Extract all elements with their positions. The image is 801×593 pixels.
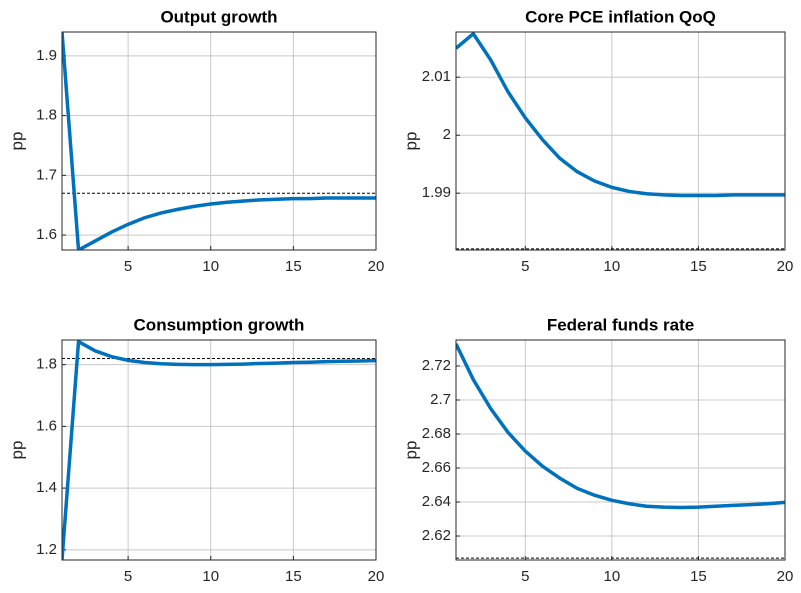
x-tick-label: 5: [124, 258, 132, 275]
y-tick-label: 1.8: [36, 107, 57, 124]
x-tick-label: 20: [368, 568, 385, 585]
data-line: [456, 32, 785, 198]
x-tick-label: 20: [777, 568, 794, 585]
subplot: 5 10 15 20 1.2 1.4 1.6 1.8 Consumption growth pp: [7, 315, 384, 584]
chart-title: Core PCE inflation QoQ: [525, 7, 716, 26]
y-tick-label: 1.4: [36, 479, 57, 496]
x-tick-label: 5: [124, 568, 132, 585]
x-tick-label: 15: [285, 258, 302, 275]
y-tick-label: 1.9: [36, 47, 57, 64]
series-group: [456, 32, 785, 198]
chart-title: Federal funds rate: [547, 315, 694, 334]
subplot: 5 10 15 20 1.99 2 2.01 Core PCE inflation QoQ pp: [401, 7, 793, 274]
y-tick-label: 2.68: [422, 425, 451, 442]
plot-area: [456, 340, 785, 560]
y-tick-label: 2.62: [422, 527, 451, 544]
x-tick-label: 10: [603, 568, 620, 585]
subplot: 5 10 15 20 2.62 2.64 2.66 2.68 2.7 2.72 Federal fu…: [401, 315, 793, 584]
x-tick-label: 10: [603, 258, 620, 275]
x-tick-label: 10: [202, 568, 219, 585]
series-group: [456, 343, 785, 510]
plot-area: [62, 32, 376, 250]
y-tick-label: 2.01: [422, 68, 451, 85]
x-tick-label: 15: [285, 568, 302, 585]
y-tick-label: 1.6: [36, 417, 57, 434]
x-tick-label: 5: [521, 568, 529, 585]
x-tick-label: 15: [690, 568, 707, 585]
plot-area: [62, 340, 376, 560]
axes-box: [455, 339, 786, 561]
y-tick-label: 1.7: [36, 166, 57, 183]
y-tick-label: 2.7: [430, 391, 451, 408]
y-tick-label: 2: [443, 126, 451, 143]
data-line: [62, 340, 376, 560]
data-line: [456, 343, 785, 510]
y-axis-label: pp: [7, 132, 26, 151]
axes-box: [455, 31, 786, 251]
x-tick-label: 10: [202, 258, 219, 275]
y-tick-label: 2.64: [422, 493, 451, 510]
data-line: [62, 32, 376, 250]
chart-title: Consumption growth: [134, 315, 305, 334]
x-tick-label: 20: [777, 258, 794, 275]
y-tick-label: 1.99: [422, 184, 451, 201]
y-tick-label: 1.6: [36, 226, 57, 243]
y-axis-label: pp: [401, 132, 420, 151]
y-tick-label: 2.66: [422, 459, 451, 476]
y-tick-label: 1.2: [36, 541, 57, 558]
axes-box: [61, 339, 377, 561]
chart-title: Output growth: [160, 7, 277, 26]
x-tick-label: 15: [690, 258, 707, 275]
y-axis-label: pp: [401, 441, 420, 460]
series-group: [62, 32, 376, 250]
x-tick-label: 20: [368, 258, 385, 275]
y-tick-label: 2.72: [422, 357, 451, 374]
y-axis-label: pp: [7, 441, 26, 460]
axes-box: [61, 31, 377, 251]
y-tick-label: 1.8: [36, 356, 57, 373]
subplot: 5 10 15 20 1.6 1.7 1.8 1.9 Output growth pp: [7, 7, 384, 274]
x-tick-label: 5: [521, 258, 529, 275]
plot-area: [456, 32, 785, 250]
series-group: [62, 340, 376, 560]
